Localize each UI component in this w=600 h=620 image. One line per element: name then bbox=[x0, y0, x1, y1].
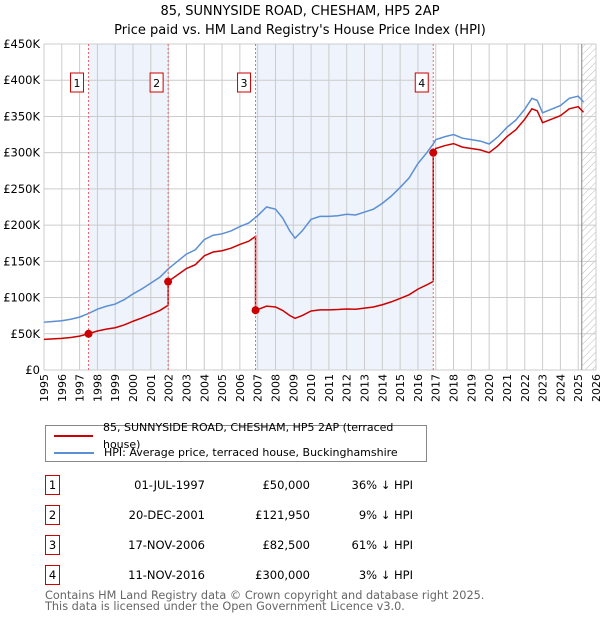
y-tick-label: £250K bbox=[3, 182, 40, 196]
y-tick-label: £0 bbox=[25, 363, 40, 377]
sale-row: 1 01-JUL-1997 £50,000 36% ↓ HPI bbox=[45, 475, 413, 495]
sale-date: 17-NOV-2006 bbox=[128, 538, 205, 552]
x-tick-label: 2004 bbox=[198, 374, 211, 402]
sale-date: 20-DEC-2001 bbox=[128, 508, 205, 522]
sale-hpi-diff: 3% ↓ HPI bbox=[358, 568, 413, 582]
x-tick-label: 2003 bbox=[180, 374, 193, 402]
x-tick-label: 1996 bbox=[56, 374, 69, 402]
y-tick-label: £450K bbox=[3, 37, 40, 51]
y-tick-label: £100K bbox=[3, 291, 40, 305]
price-chart: 1995 1996 1997 1998 1999 2000 2001 2002 2003 2004… bbox=[3, 37, 600, 402]
y-tick-label: £300K bbox=[3, 146, 40, 160]
x-tick-label: 2012 bbox=[341, 374, 354, 402]
x-tick-label: 2021 bbox=[501, 374, 514, 402]
x-tick-label: 2025 bbox=[572, 374, 585, 402]
sale-hpi-diff: 9% ↓ HPI bbox=[358, 508, 413, 522]
sale-row: 3 17-NOV-2006 £82,500 61% ↓ HPI bbox=[45, 535, 413, 555]
hpi-line bbox=[43, 95, 585, 323]
x-tick-label: 2008 bbox=[269, 374, 282, 402]
x-tick-label: 2011 bbox=[323, 374, 336, 402]
x-tick-label: 2026 bbox=[590, 374, 600, 402]
sale-point bbox=[251, 306, 260, 315]
legend-swatch-blue bbox=[54, 451, 94, 454]
x-tick-label: 2019 bbox=[465, 374, 478, 402]
footer-line: This data is licensed under the Open Gov… bbox=[45, 600, 405, 613]
sale-marker-box bbox=[237, 72, 252, 93]
y-tick-label: £350K bbox=[3, 109, 40, 123]
legend-label: 85, SUNNYSIDE ROAD, CHESHAM, HP5 2AP (te… bbox=[102, 420, 394, 451]
sale-marker-box bbox=[149, 72, 164, 93]
sale-marker-box bbox=[414, 72, 429, 93]
x-tick-label: 2001 bbox=[145, 374, 158, 402]
x-tick-label: 2009 bbox=[287, 374, 300, 402]
sale-marker-label: 4 bbox=[418, 77, 425, 90]
y-tick-label: £200K bbox=[3, 218, 40, 232]
x-tick-label: 2006 bbox=[234, 374, 247, 402]
y-tick-label: £150K bbox=[3, 254, 40, 268]
legend-swatch-red bbox=[54, 434, 93, 437]
legend: 85, SUNNYSIDE ROAD, CHESHAM, HP5 2AP (te… bbox=[45, 421, 427, 462]
chart-title: 85, SUNNYSIDE ROAD, CHESHAM, HP5 2AP Pri… bbox=[0, 2, 600, 40]
x-tick-label: 2015 bbox=[394, 374, 407, 402]
x-tick-label: 2023 bbox=[537, 374, 550, 402]
sale-marker-box bbox=[70, 72, 85, 93]
x-tick-label: 1995 bbox=[38, 374, 51, 402]
x-tick-label: 2002 bbox=[163, 374, 176, 402]
x-tick-label: 1997 bbox=[74, 374, 87, 402]
x-tick-label: 2017 bbox=[430, 374, 443, 402]
legend-label: HPI: Average price, terraced house, Buck… bbox=[104, 446, 398, 459]
sale-price: £50,000 bbox=[262, 478, 310, 492]
y-tick-label: £400K bbox=[3, 73, 40, 87]
sale-marker-label: 1 bbox=[74, 77, 81, 90]
sale-price: £82,500 bbox=[262, 538, 310, 552]
sale-hpi-diff: 36% ↓ HPI bbox=[351, 478, 413, 492]
title: 85, SUNNYSIDE ROAD, CHESHAM, HP5 2AP bbox=[160, 4, 440, 19]
sale-price: £121,950 bbox=[255, 508, 310, 522]
sale-marker-label: 2 bbox=[153, 77, 160, 90]
x-tick-label: 2005 bbox=[216, 374, 229, 402]
forecast-hatch bbox=[581, 44, 596, 370]
x-tick-label: 2024 bbox=[554, 374, 567, 402]
sale-marker-label: 3 bbox=[241, 77, 248, 90]
x-tick-label: 2016 bbox=[412, 374, 425, 402]
sale-price: £300,000 bbox=[255, 568, 310, 582]
legend-item-hpi: HPI: Average price, terraced house, Buck… bbox=[54, 444, 398, 461]
sale-hpi-diff: 61% ↓ HPI bbox=[351, 538, 413, 552]
sale-marker-number: 2 bbox=[45, 505, 60, 525]
sale-marker-number: 3 bbox=[45, 535, 60, 555]
sale-marker-number: 4 bbox=[45, 565, 60, 585]
x-tick-label: 2007 bbox=[252, 374, 265, 402]
x-tick-label: 1998 bbox=[91, 374, 104, 402]
x-tick-label: 2000 bbox=[127, 374, 140, 402]
sale-row: 4 11-NOV-2016 £300,000 3% ↓ HPI bbox=[45, 565, 413, 585]
x-tick-label: 2022 bbox=[519, 374, 532, 402]
legend-item-property: 85, SUNNYSIDE ROAD, CHESHAM, HP5 2AP (te… bbox=[54, 421, 426, 451]
y-tick-label: £50K bbox=[11, 327, 41, 341]
x-tick-label: 2010 bbox=[305, 374, 318, 402]
sale-point bbox=[429, 148, 438, 157]
property-price-line bbox=[43, 105, 585, 341]
x-tick-label: 2018 bbox=[448, 374, 461, 402]
sale-date: 01-JUL-1997 bbox=[134, 478, 205, 492]
subtitle: Price paid vs. HM Land Registry's House … bbox=[114, 23, 486, 38]
x-tick-label: 2020 bbox=[483, 374, 496, 402]
sale-point bbox=[164, 277, 173, 286]
shaded-period bbox=[255, 44, 434, 370]
x-tick-label: 1999 bbox=[109, 374, 122, 402]
x-tick-label: 2014 bbox=[376, 374, 389, 402]
sale-marker-number: 1 bbox=[45, 475, 60, 495]
sale-row: 2 20-DEC-2001 £121,950 9% ↓ HPI bbox=[45, 505, 413, 525]
footer: Contains HM Land Registry data © Crown c… bbox=[45, 590, 484, 612]
x-tick-label: 2013 bbox=[359, 374, 372, 402]
shaded-period bbox=[88, 44, 169, 370]
sale-date: 11-NOV-2016 bbox=[128, 568, 205, 582]
footer-line: Contains HM Land Registry data © Crown c… bbox=[45, 589, 485, 602]
sale-point bbox=[84, 329, 93, 338]
